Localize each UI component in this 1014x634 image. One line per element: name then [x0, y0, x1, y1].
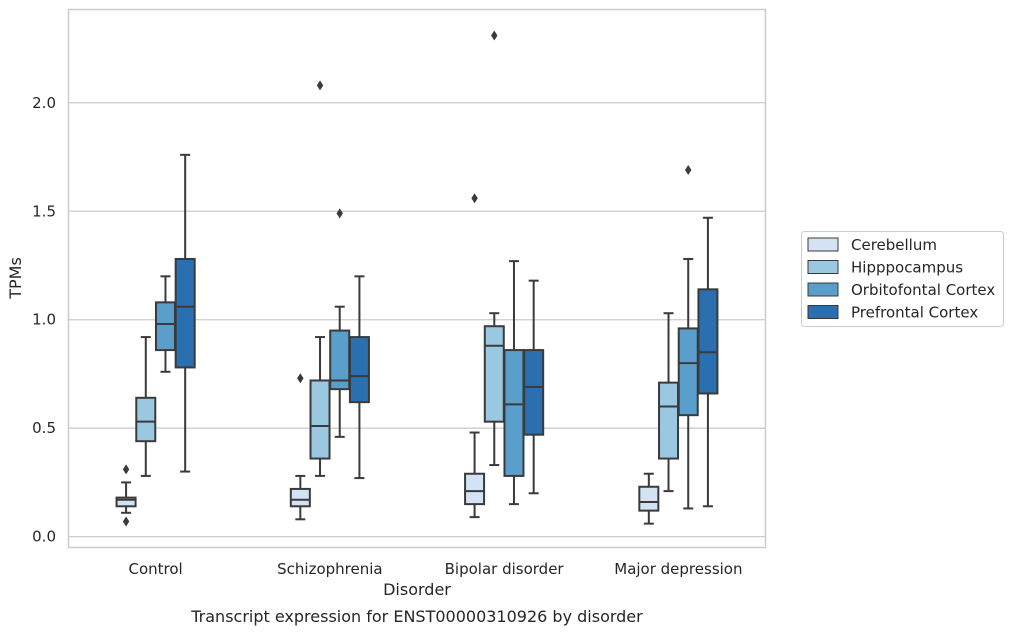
box-cerebellum-major-depression: [638, 472, 660, 525]
outlier-point: [471, 193, 478, 204]
outlier-point: [122, 464, 130, 475]
y-tick-label: 0.5: [32, 419, 56, 437]
box-iqr: [677, 327, 699, 417]
y-axis-title: TPMs: [6, 257, 25, 300]
box-iqr: [464, 472, 486, 506]
box-hipppocampus-schizophrenia: [309, 80, 331, 477]
box-hipppocampus-major-depression: [658, 312, 680, 493]
legend-swatch: [807, 260, 839, 274]
plot-frame: [67, 8, 767, 549]
box-iqr: [348, 336, 370, 404]
x-tick-label: Bipolar disorder: [445, 560, 565, 578]
box-iqr: [658, 381, 680, 460]
legend-label: Prefrontal Cortex: [851, 304, 978, 322]
box-orbitofontal-cortex-bipolar-disorder: [503, 260, 525, 506]
legend-label: Cerebellum: [851, 236, 937, 254]
x-tick-label: Schizophrenia: [277, 560, 382, 578]
box-prefrontal-cortex-control: [174, 153, 196, 473]
legend-label: Orbitofontal Cortex: [851, 281, 995, 299]
box-iqr: [154, 301, 176, 352]
box-iqr: [115, 496, 137, 508]
legend-swatch: [807, 305, 839, 319]
box-iqr: [697, 288, 719, 395]
x-tick-labels: Control Schizophrenia Bipolar disorder Majo…: [129, 560, 743, 578]
legend-frame: [801, 231, 1004, 327]
box-orbitofontal-cortex-major-depression: [677, 165, 699, 510]
y-tick-label: 1.5: [32, 202, 56, 220]
box-iqr: [174, 257, 196, 369]
x-tick-label: Control: [129, 560, 183, 578]
outlier-point: [297, 373, 304, 384]
box-cerebellum-schizophrenia: [289, 373, 311, 521]
legend-label: Hipppocampus: [851, 259, 963, 277]
box-iqr: [309, 379, 331, 460]
legend-swatch: [807, 237, 839, 252]
box-iqr: [289, 487, 311, 508]
box-iqr: [503, 349, 525, 477]
x-axis-title: Disorder: [383, 580, 451, 599]
box-iqr: [638, 485, 660, 512]
box-hipppocampus-bipolar-disorder: [483, 30, 505, 467]
box-prefrontal-cortex-schizophrenia: [348, 275, 370, 480]
box-hipppocampus-control: [135, 336, 157, 477]
legend-swatch: [807, 282, 839, 297]
legend: Cerebellum Hipppocampus Orbitofontal Corte…: [801, 231, 1004, 327]
y-tick-labels: 0.0 0.5 1.0 1.5 2.0: [32, 94, 56, 546]
outlier-point: [122, 516, 130, 527]
y-tick-label: 2.0: [32, 94, 56, 112]
box-iqr: [523, 349, 545, 436]
outlier-point: [491, 30, 498, 41]
box-cerebellum-control: [115, 464, 137, 527]
y-tick-label: 1.0: [32, 311, 56, 329]
outlier-point: [316, 80, 324, 91]
box-iqr: [483, 325, 505, 423]
outlier-point: [685, 165, 692, 176]
y-tick-label: 0.0: [32, 528, 56, 546]
box-iqr: [135, 396, 157, 443]
box-cerebellum-bipolar-disorder: [464, 193, 486, 519]
box-prefrontal-cortex-bipolar-disorder: [523, 279, 545, 495]
box-groups: [115, 30, 719, 527]
box-prefrontal-cortex-major-depression: [697, 216, 719, 508]
outlier-point: [336, 208, 343, 219]
figure-caption: Transcript expression for ENST0000031092…: [190, 607, 643, 626]
x-tick-label: Major depression: [614, 560, 742, 578]
